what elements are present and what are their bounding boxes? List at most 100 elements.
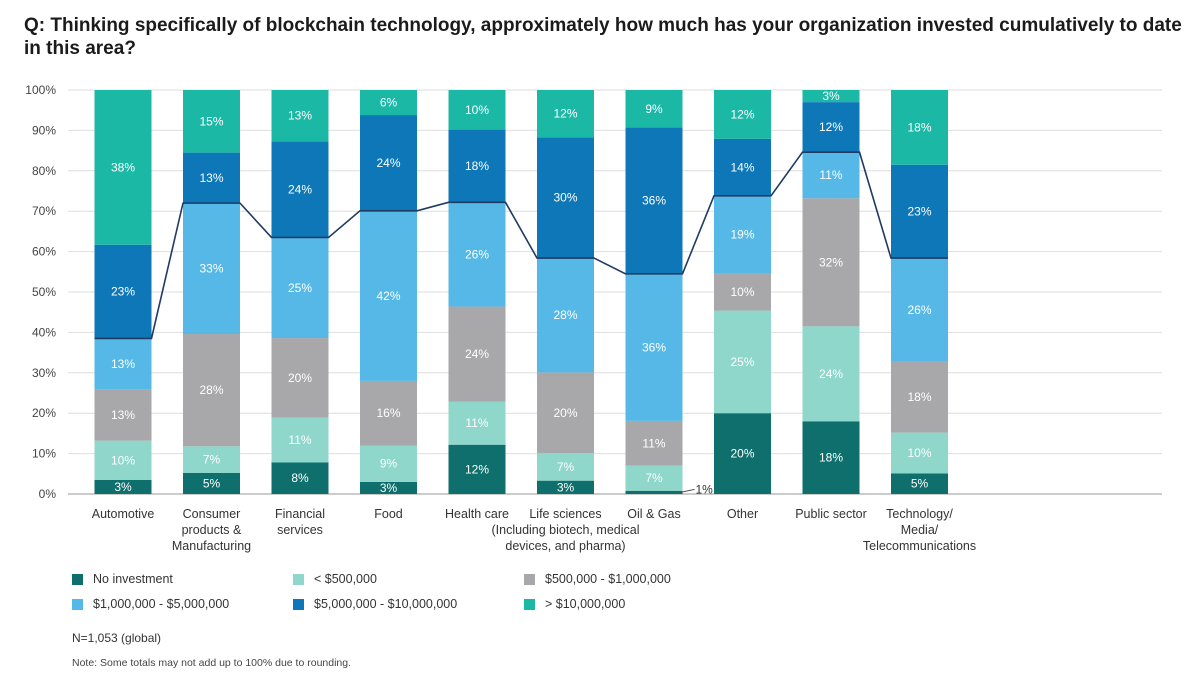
footnote: Note: Some totals may not add up to 100%…: [72, 657, 352, 669]
bar-segment: [802, 102, 860, 153]
bar-segment: [360, 445, 417, 482]
bar-segment: [891, 473, 948, 494]
y-tick-label: 100%: [25, 83, 56, 97]
legend-label: $500,000 - $1,000,000: [545, 572, 671, 586]
x-tick-label: Other: [727, 507, 758, 521]
bar-segment: [714, 413, 771, 494]
value-label: 24%: [288, 182, 312, 196]
bar-segment: [94, 244, 152, 339]
legend-label: > $10,000,000: [545, 597, 626, 611]
x-tick-label: (Including biotech, medical: [492, 523, 640, 537]
trend-line: [94, 151, 948, 340]
value-label: 12%: [465, 462, 489, 476]
bar-segment: [714, 138, 771, 196]
bars: [94, 90, 948, 494]
bar-segment: [271, 417, 329, 463]
legend-item-5m-10m: $5,000,000 - $10,000,000: [293, 597, 457, 611]
value-labels: 3% 10% 13% 13% 23% 38% 5% 7% 28% 33% 13% 15% 8% 11% 20…: [111, 89, 932, 496]
bar-segment: [714, 195, 771, 274]
bar-segment: [271, 237, 329, 339]
y-tick-label: 60%: [32, 245, 56, 259]
bar-segment: [360, 115, 417, 211]
bar-segment: [802, 198, 860, 327]
bar-segment: [891, 361, 948, 433]
value-label: 42%: [376, 289, 400, 303]
value-label: 18%: [907, 120, 931, 134]
value-label: 32%: [819, 255, 843, 269]
bar-segment: [183, 203, 240, 335]
bar-segment: [802, 90, 860, 103]
value-label: 10%: [465, 103, 489, 117]
x-tick-label: Food: [374, 507, 403, 521]
value-label: 12%: [553, 107, 577, 121]
y-tick-label: 50%: [32, 285, 56, 299]
x-tick-label: Media/: [901, 523, 939, 537]
leader-line: [680, 488, 695, 493]
bar-segment: [891, 432, 948, 474]
value-label: 3%: [114, 480, 132, 494]
value-label: 33%: [199, 262, 223, 276]
x-tick-label: Consumer: [183, 507, 241, 521]
bar-segment: [448, 129, 506, 203]
value-label: 23%: [907, 204, 931, 218]
y-tick-label: 0%: [39, 487, 57, 501]
x-axis-labels: Automotive Consumer products & Manufacturin…: [92, 507, 976, 553]
gridlines: [68, 89, 1162, 495]
stacked-bar-chart: 0% 10% 20% 30% 40% 50% 60% 70% 80% 90% 100% 3% 10% 1…: [25, 83, 1162, 553]
x-tick-label: services: [277, 523, 323, 537]
bar-segment: [537, 137, 594, 259]
value-label: 9%: [645, 102, 663, 116]
bar-segment: [360, 481, 417, 494]
bar-segment: [714, 310, 771, 414]
bar-segment: [537, 258, 594, 373]
value-label: 36%: [642, 194, 666, 208]
bar-segment: [94, 90, 152, 245]
value-label: 25%: [288, 281, 312, 295]
bar-segment: [625, 420, 683, 466]
bar-segment: [537, 453, 594, 481]
value-label: 15%: [199, 114, 223, 128]
legend-item-no-investment: No investment: [72, 572, 173, 586]
value-label: 13%: [111, 408, 135, 422]
y-tick-label: 10%: [32, 447, 56, 461]
legend-item-over-10m: > $10,000,000: [524, 597, 625, 611]
bar-segment: [714, 273, 771, 311]
value-label: 18%: [819, 451, 843, 465]
bar-segment: [625, 490, 683, 494]
sample-size-note: N=1,053 (global): [72, 631, 162, 645]
bar-segment: [448, 202, 506, 307]
value-label: 3%: [380, 481, 398, 495]
legend-label: $1,000,000 - $5,000,000: [93, 597, 230, 611]
y-axis-ticks: 0% 10% 20% 30% 40% 50% 60% 70% 80% 90% 100%: [25, 83, 56, 501]
bar-segment: [360, 210, 417, 381]
value-label: 20%: [553, 406, 577, 420]
bar-segment: [183, 90, 240, 153]
legend-label: $5,000,000 - $10,000,000: [314, 597, 458, 611]
legend-label: No investment: [93, 572, 173, 586]
legend-item-500k-1m: $500,000 - $1,000,000: [524, 572, 671, 586]
bar-segment: [714, 90, 771, 139]
bar-segment: [94, 338, 152, 390]
legend-swatch: [293, 573, 304, 585]
value-label: 18%: [907, 390, 931, 404]
x-tick-label: Oil & Gas: [627, 507, 681, 521]
value-label: 7%: [557, 460, 575, 474]
legend-swatch: [72, 598, 83, 610]
legend: No investment < $500,000 $500,000 - $1,0…: [72, 572, 772, 616]
bar-segment: [537, 480, 594, 494]
legend-item-under-500k: < $500,000: [293, 572, 377, 586]
bar-segment: [802, 421, 860, 494]
bar-segment: [360, 90, 417, 116]
bar-segment: [448, 401, 506, 445]
x-tick-label: Technology/: [886, 507, 953, 521]
value-label: 10%: [730, 285, 754, 299]
value-label: 6%: [380, 96, 398, 110]
legend-swatch: [524, 573, 535, 585]
value-label: 3%: [557, 480, 575, 494]
bar-segment: [271, 462, 329, 494]
bar-segment: [360, 380, 417, 446]
bar-segment: [271, 338, 329, 418]
value-label: 9%: [380, 457, 398, 471]
value-label: 19%: [730, 227, 754, 241]
value-label: 30%: [553, 191, 577, 205]
